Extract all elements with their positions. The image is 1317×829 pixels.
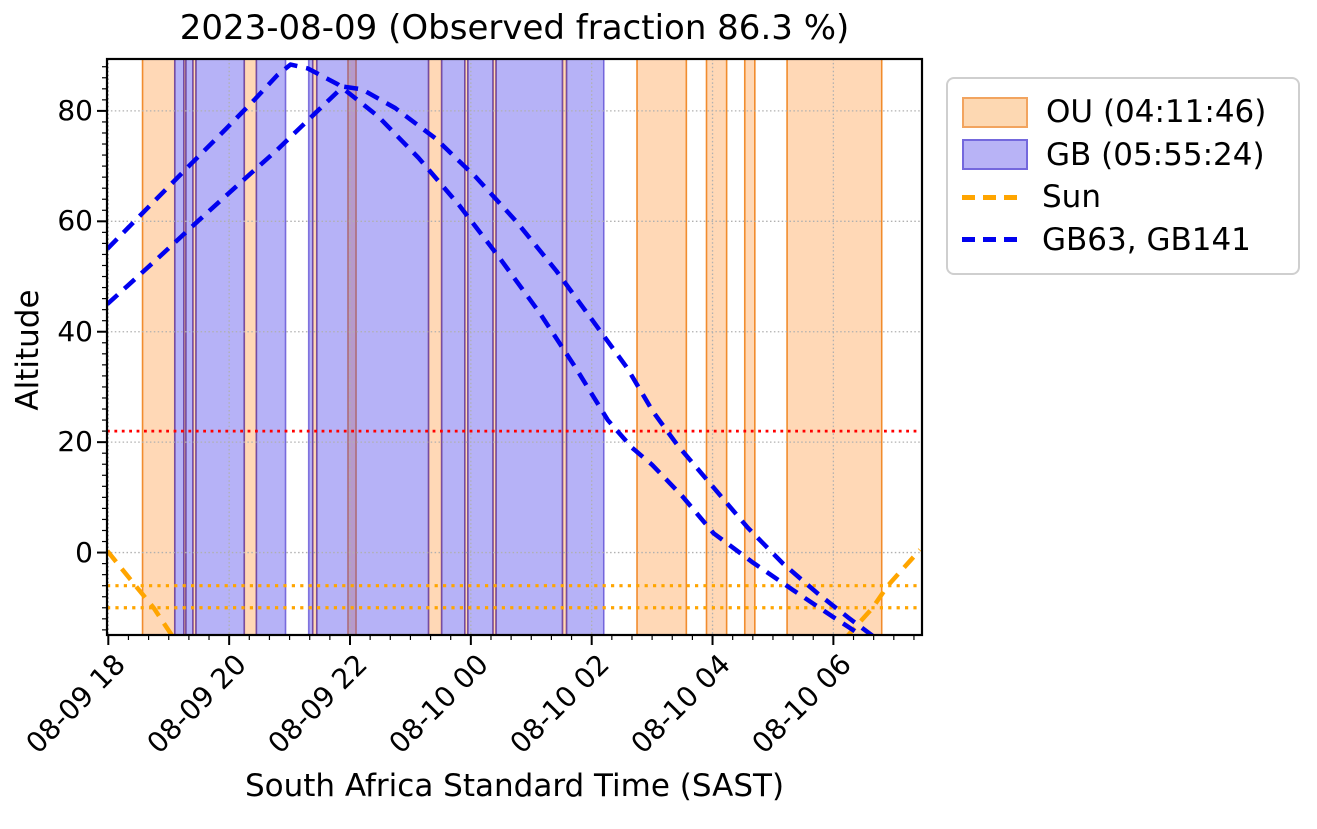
gb-band: [565, 59, 605, 635]
gb-band: [495, 59, 564, 635]
legend-item-targets: GB63, GB141: [962, 219, 1284, 261]
gb-band: [185, 59, 194, 635]
y-tick-label: 80: [57, 93, 93, 127]
ou-band: [786, 59, 883, 635]
gb-band: [315, 59, 430, 635]
gb-band: [440, 59, 466, 635]
gb-band: [173, 59, 185, 635]
legend-label-targets: GB63, GB141: [1042, 221, 1251, 258]
gb-band: [467, 59, 494, 635]
ou-band: [347, 59, 357, 635]
ou-band: [243, 59, 258, 635]
legend-label-sun: Sun: [1042, 179, 1101, 216]
legend-label-gb: GB (05:55:24): [1046, 136, 1265, 173]
ou-band: [141, 59, 176, 635]
sun-line-swatch: [962, 194, 1024, 200]
legend: OU (04:11:46) GB (05:55:24) Sun GB63, GB…: [946, 77, 1300, 275]
sun-track: [845, 548, 922, 635]
ou-band: [705, 59, 728, 635]
legend-item-gb: GB (05:55:24): [962, 134, 1284, 176]
ou-band: [743, 59, 756, 635]
ou-band: [427, 59, 443, 635]
plot-content: [107, 59, 922, 635]
y-tick-label: 40: [57, 314, 93, 348]
target-curve-b: [107, 84, 876, 635]
plot-spines: [105, 57, 924, 637]
page-title: 2023-08-09 (Observed fraction 86.3 %): [179, 8, 850, 48]
gb-band: [307, 59, 314, 635]
y-tick-label: 20: [57, 425, 93, 459]
x-axis-label: South Africa Standard Time (SAST): [244, 768, 785, 804]
legend-item-sun: Sun: [962, 176, 1284, 218]
sun-track: [107, 549, 175, 635]
target-curve-a: [107, 62, 865, 635]
gb-band: [255, 59, 287, 635]
ou-window-swatch: [962, 96, 1028, 128]
legend-item-ou: OU (04:11:46): [962, 91, 1284, 133]
targets-line-swatch: [962, 237, 1024, 243]
legend-label-ou: OU (04:11:46): [1046, 94, 1267, 130]
y-tick-label: 0: [75, 535, 93, 569]
gb-band: [195, 59, 246, 635]
ou-band: [636, 59, 688, 635]
gb-window-swatch: [962, 139, 1028, 171]
y-tick-label: 60: [57, 204, 93, 238]
